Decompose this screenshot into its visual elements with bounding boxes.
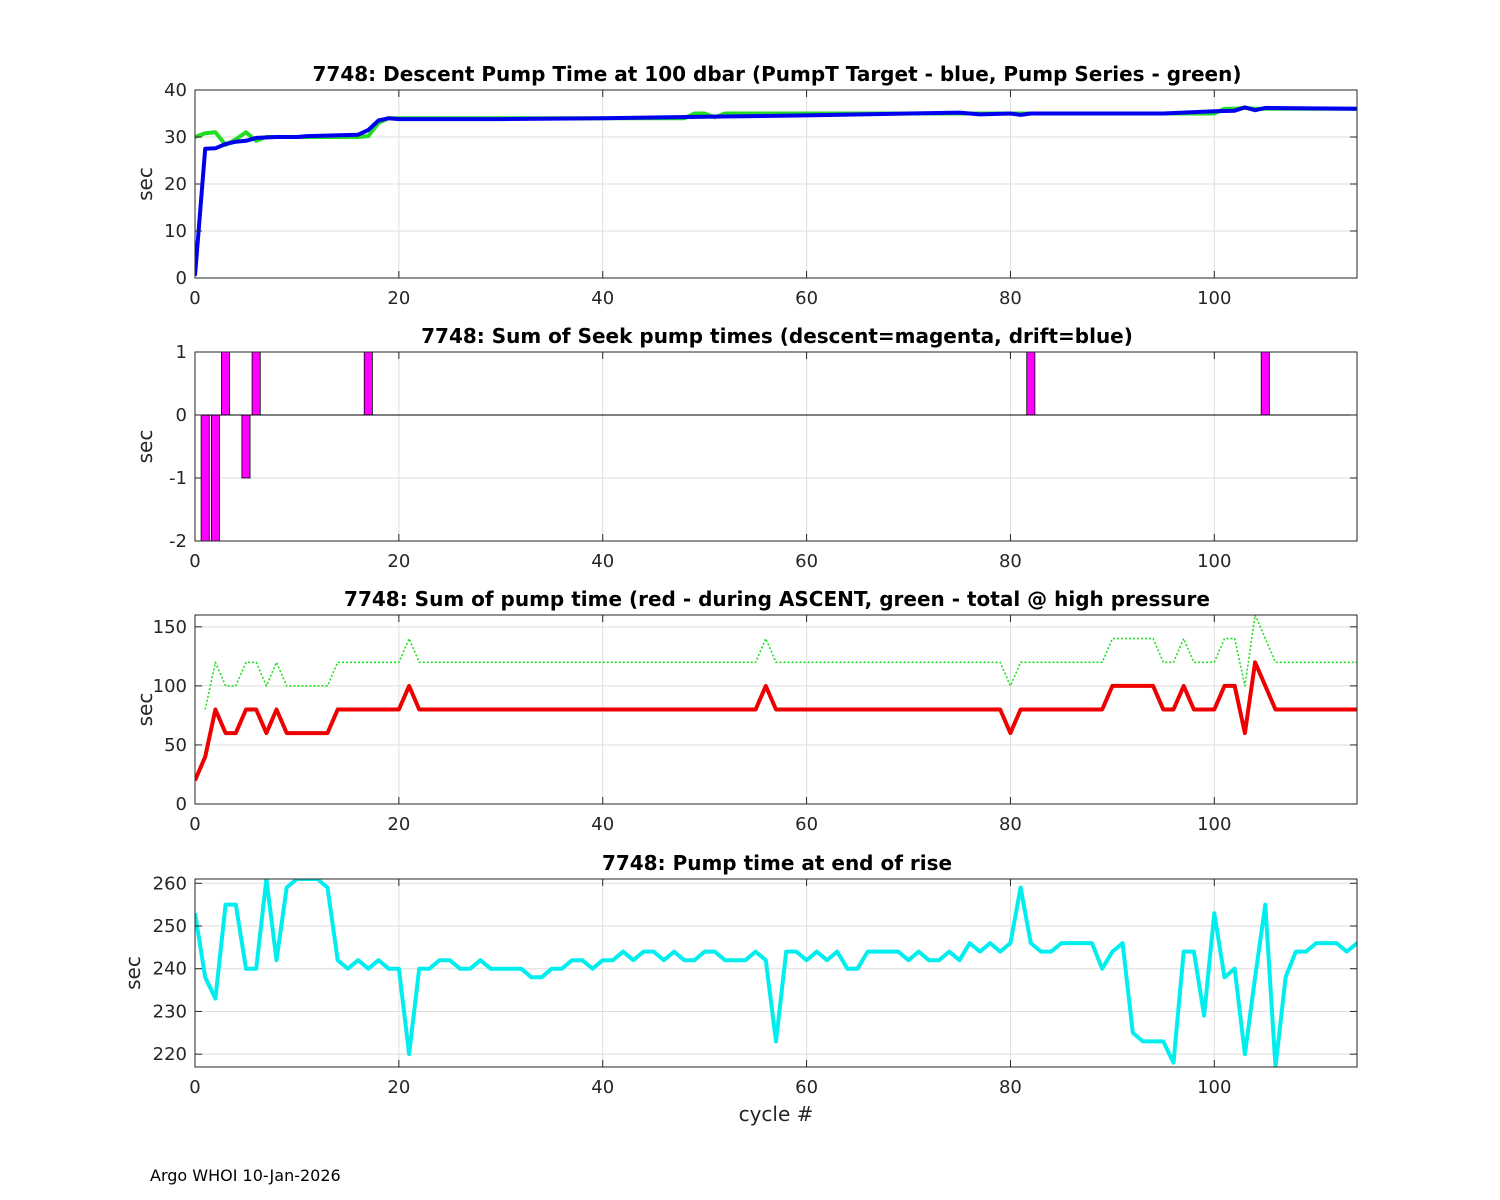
y-tick-label: 50 xyxy=(164,735,187,756)
x-axis-label: cycle # xyxy=(739,1102,814,1126)
y-axis-label: sec xyxy=(133,167,157,201)
subplot-1: 0 20 40 60 80 100 0 10 20 30 40 sec 7748: Descent Pu… xyxy=(133,62,1358,309)
bar xyxy=(200,414,210,541)
y-tick-label: 10 xyxy=(164,221,187,242)
x-tick-label: 0 xyxy=(189,288,200,309)
y-axis-label: sec xyxy=(133,430,157,464)
x-tick-label: 40 xyxy=(591,1077,614,1098)
axes-frame xyxy=(194,351,1358,542)
x-tick-label: 40 xyxy=(591,551,614,572)
x-tick-label: 40 xyxy=(591,814,614,835)
y-tick-label: 230 xyxy=(153,1001,187,1022)
x-tick-label: 20 xyxy=(387,288,410,309)
data-layer xyxy=(195,879,1357,1067)
x-tick-label: 0 xyxy=(189,551,200,572)
y-tick-label: 30 xyxy=(164,127,187,148)
x-tick-label: 80 xyxy=(999,1077,1022,1098)
y-axis-label: sec xyxy=(133,693,157,727)
series-line-2 xyxy=(195,105,1357,276)
y-tick-label: 100 xyxy=(153,676,187,697)
subplot-title: 7748: Sum of pump time (red - during ASC… xyxy=(344,587,1210,611)
y-tick-label: 40 xyxy=(164,80,187,101)
subplot-3: 0 20 40 60 80 100 0 50 100 150 sec 7748: Sum of pum… xyxy=(133,587,1358,835)
y-tick-label: 260 xyxy=(153,873,187,894)
y-tick-label: -2 xyxy=(169,531,187,552)
bar xyxy=(1260,352,1270,416)
x-tick-label: 60 xyxy=(795,551,818,572)
subplot-title: 7748: Sum of Seek pump times (descent=ma… xyxy=(421,324,1133,348)
data-layer xyxy=(195,615,1357,782)
bar xyxy=(210,414,220,541)
y-tick-label: 0 xyxy=(176,405,187,426)
x-tick-label: 80 xyxy=(999,814,1022,835)
x-tick-label: 100 xyxy=(1197,551,1231,572)
footer-credit: Argo WHOI 10-Jan-2026 xyxy=(150,1166,341,1185)
subplot-2: 0 20 40 60 80 100 -2 -1 0 1 sec 7748: Sum of Seek p… xyxy=(133,324,1358,572)
subplot-title: 7748: Pump time at end of rise xyxy=(602,851,952,875)
y-tick-label: 20 xyxy=(164,174,187,195)
y-tick-label: -1 xyxy=(169,468,187,489)
y-tick-label: 150 xyxy=(153,617,187,638)
data-layer xyxy=(195,105,1357,276)
x-tick-label: 20 xyxy=(387,814,410,835)
x-tick-label: 0 xyxy=(189,1077,200,1098)
bar xyxy=(1026,352,1036,416)
bar xyxy=(221,352,231,416)
y-tick-label: 1 xyxy=(176,342,187,363)
series-line-1 xyxy=(204,615,1357,710)
x-tick-label: 20 xyxy=(387,1077,410,1098)
bar xyxy=(241,414,251,479)
plot-area xyxy=(195,352,1357,541)
x-tick-label: 60 xyxy=(795,288,818,309)
y-tick-label: 0 xyxy=(176,794,187,815)
bar xyxy=(363,352,373,416)
x-tick-label: 0 xyxy=(189,814,200,835)
data-layer xyxy=(195,352,1357,541)
y-tick-label: 250 xyxy=(153,916,187,937)
x-tick-label: 60 xyxy=(795,1077,818,1098)
axes-frame xyxy=(194,878,1358,1068)
series-line-2 xyxy=(195,660,1357,782)
subplot-4: 0 20 40 60 80 100 220 230 240 250 260 sec 7748: Pump… xyxy=(121,851,1358,1098)
y-tick-label: 220 xyxy=(153,1044,187,1065)
x-tick-label: 80 xyxy=(999,551,1022,572)
y-axis-label: sec xyxy=(121,956,145,990)
series-line-1 xyxy=(195,879,1357,1067)
subplot-title: 7748: Descent Pump Time at 100 dbar (Pum… xyxy=(313,62,1242,86)
x-tick-label: 20 xyxy=(387,551,410,572)
bar xyxy=(251,352,261,416)
x-tick-label: 100 xyxy=(1197,1077,1231,1098)
x-tick-label: 100 xyxy=(1197,814,1231,835)
x-tick-label: 40 xyxy=(591,288,614,309)
x-tick-label: 100 xyxy=(1197,288,1231,309)
x-tick-label: 80 xyxy=(999,288,1022,309)
axes-frame xyxy=(194,614,1358,805)
y-tick-label: 240 xyxy=(153,959,187,980)
y-tick-label: 0 xyxy=(176,268,187,289)
x-tick-label: 60 xyxy=(795,814,818,835)
